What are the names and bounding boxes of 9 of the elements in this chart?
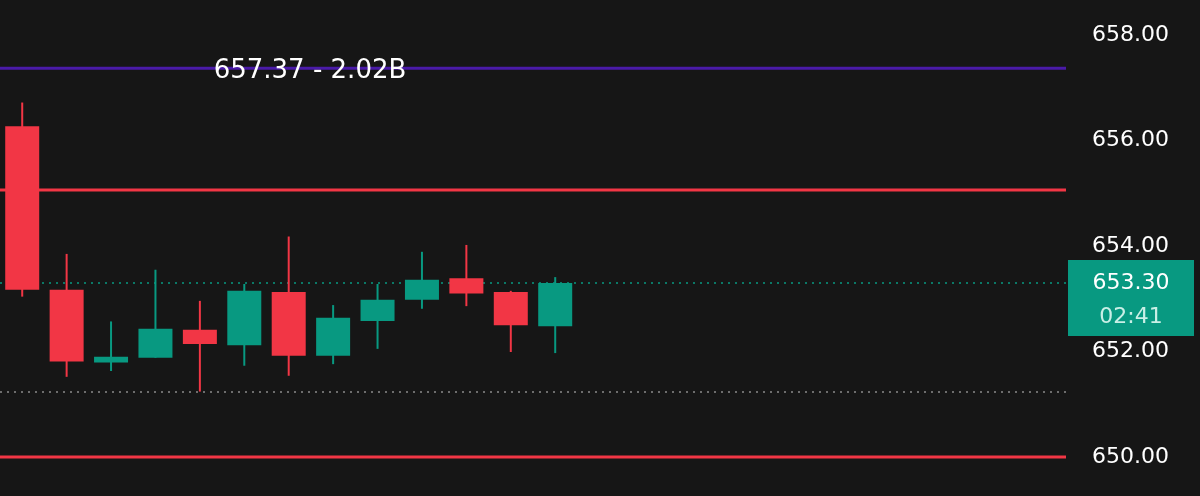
candlestick	[182, 299, 217, 393]
y-tick-label: 652.00	[1092, 337, 1169, 363]
candlestick	[94, 320, 129, 373]
y-tick-label: 650.00	[1092, 442, 1169, 468]
y-tick-label: 654.00	[1092, 231, 1169, 257]
y-tick-label: 656.00	[1092, 126, 1169, 152]
y-tick-label: 658.00	[1092, 20, 1169, 46]
text: 02:41	[1099, 302, 1163, 328]
ref-line-label: 653.30	[1092, 268, 1170, 294]
